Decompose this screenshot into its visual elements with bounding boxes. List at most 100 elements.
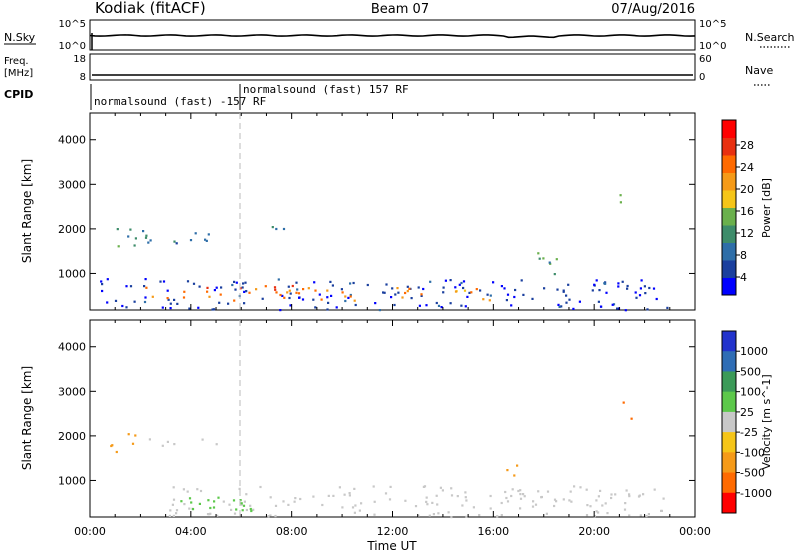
data-cell-region-4 <box>173 240 176 243</box>
data-cell-region-0 <box>298 296 301 299</box>
data-cell-region-0 <box>274 514 277 518</box>
data-cell-region-0 <box>514 288 517 292</box>
data-cell-region-1 <box>208 295 211 298</box>
data-cell-region-0 <box>464 496 467 499</box>
data-cell-region-0 <box>500 514 503 517</box>
data-cell-region-0 <box>299 497 302 501</box>
power-colorbar-tick-label: 20 <box>740 183 754 196</box>
data-cell-region-2 <box>127 433 130 436</box>
data-cell-region-3 <box>133 244 136 247</box>
data-cell-region-0 <box>496 515 499 518</box>
freq-panel: Freq. [MHz] 18 8 60 0 Nave <box>4 53 773 86</box>
power-colorbar-tick-label: 16 <box>740 205 754 218</box>
data-cell-region-6 <box>542 257 545 260</box>
data-cell-region-0 <box>167 298 170 301</box>
data-cell-region-0 <box>420 294 423 297</box>
power-colorbar-tick-label: 8 <box>740 249 747 262</box>
data-cell-region-0 <box>338 486 341 489</box>
data-cell-region-0 <box>233 280 236 283</box>
data-cell-region-0 <box>314 306 317 309</box>
data-cell-region-0 <box>510 304 513 307</box>
data-cell-region-0 <box>426 503 429 506</box>
data-cell-region-4 <box>204 238 207 241</box>
data-cell-region-0 <box>624 502 627 505</box>
velocity-colorbar-tick-label: -100 <box>740 446 765 459</box>
data-cell-region-0 <box>353 487 356 490</box>
data-cell-region-0 <box>593 515 596 518</box>
data-cell-region-0 <box>340 288 343 291</box>
data-cell-region-0 <box>353 511 356 514</box>
data-cell-region-0 <box>545 512 548 515</box>
data-cell-region-0 <box>599 489 602 492</box>
range-tick-label: 2000 <box>58 430 86 443</box>
data-cell-region-0 <box>626 284 629 288</box>
data-cell-region-0 <box>404 499 407 502</box>
data-cell-region-0 <box>101 283 104 286</box>
data-cell-region-1 <box>151 295 154 298</box>
data-cell-region-0 <box>213 308 216 311</box>
velocity-colorbar-label: Velocity [m s^-1] <box>760 374 773 469</box>
data-cell-region-0 <box>532 500 535 503</box>
power-colorbar: 28 24 20 16 12 8 4 Power [dB] <box>721 119 773 296</box>
data-cell-region-0 <box>169 302 172 305</box>
data-cell-region-0 <box>623 508 627 511</box>
data-cell-region-0 <box>406 285 409 288</box>
data-cell-region-0 <box>196 488 199 491</box>
data-cell-region-4 <box>147 241 150 244</box>
data-cell-region-0 <box>274 504 278 507</box>
data-cell-region-0 <box>321 503 324 507</box>
date-title: 07/Aug/2016 <box>611 2 695 17</box>
data-cell-region-0 <box>244 281 247 284</box>
data-cell-region-0 <box>640 279 643 282</box>
range-tick-label: 1000 <box>58 474 86 487</box>
velocity-colorbar-tick-label: 1000 <box>740 345 768 358</box>
data-cell-region-0 <box>562 289 565 292</box>
data-cell-region-0 <box>125 285 128 288</box>
velocity-colorbar-block <box>722 432 736 453</box>
data-cell-region-0 <box>662 497 665 500</box>
velocity-colorbar-block <box>722 411 736 433</box>
data-cell-region-0 <box>172 498 176 501</box>
data-cell-region-0 <box>238 487 241 490</box>
data-cell-region-1 <box>353 299 356 302</box>
data-cell-region-0 <box>388 498 392 501</box>
data-cell-region-0 <box>101 289 104 293</box>
data-cell-region-0 <box>437 512 440 515</box>
data-cell-region-0 <box>327 301 330 304</box>
data-cell-region-2 <box>488 299 491 302</box>
data-cell-region-0 <box>635 296 638 299</box>
data-cell-region-0 <box>595 510 598 513</box>
data-cell-region-2 <box>482 298 485 301</box>
power-data-marks <box>100 194 669 312</box>
data-cell-region-0 <box>652 287 656 290</box>
data-cell-region-0 <box>269 496 272 499</box>
data-cell-region-1 <box>213 500 216 503</box>
data-cell-region-3 <box>116 228 119 231</box>
data-cell-region-0 <box>301 298 305 301</box>
data-cell-region-0 <box>394 293 397 296</box>
data-cell-region-0 <box>432 513 435 516</box>
data-cell-region-0 <box>114 299 118 302</box>
data-cell-region-0 <box>557 303 560 306</box>
data-cell-region-0 <box>372 485 375 488</box>
data-cell-region-0 <box>234 288 237 291</box>
velocity-colorbar-block <box>722 452 736 474</box>
data-cell-region-1 <box>239 499 242 502</box>
data-cell-region-0 <box>643 285 646 288</box>
data-cell-region-0 <box>589 505 592 508</box>
data-cell-region-1 <box>240 502 243 505</box>
data-cell-region-1 <box>302 288 305 291</box>
data-cell-region-0 <box>442 286 445 289</box>
data-cell-region-5 <box>275 227 278 231</box>
data-cell-region-4 <box>516 464 519 467</box>
data-cell-region-0 <box>450 487 453 490</box>
data-cell-region-0 <box>277 278 280 281</box>
cpid-label: CPID <box>4 88 33 101</box>
data-cell-region-0 <box>282 500 285 503</box>
data-cell-region-0 <box>503 287 506 290</box>
station-title: Kodiak (fitACF) <box>95 0 206 17</box>
data-cell-region-0 <box>417 286 420 289</box>
time-tick-labels: 00:00 04:00 08:00 12:00 16:00 20:00 00:00 <box>74 525 711 538</box>
data-cell-region-0 <box>243 290 246 293</box>
